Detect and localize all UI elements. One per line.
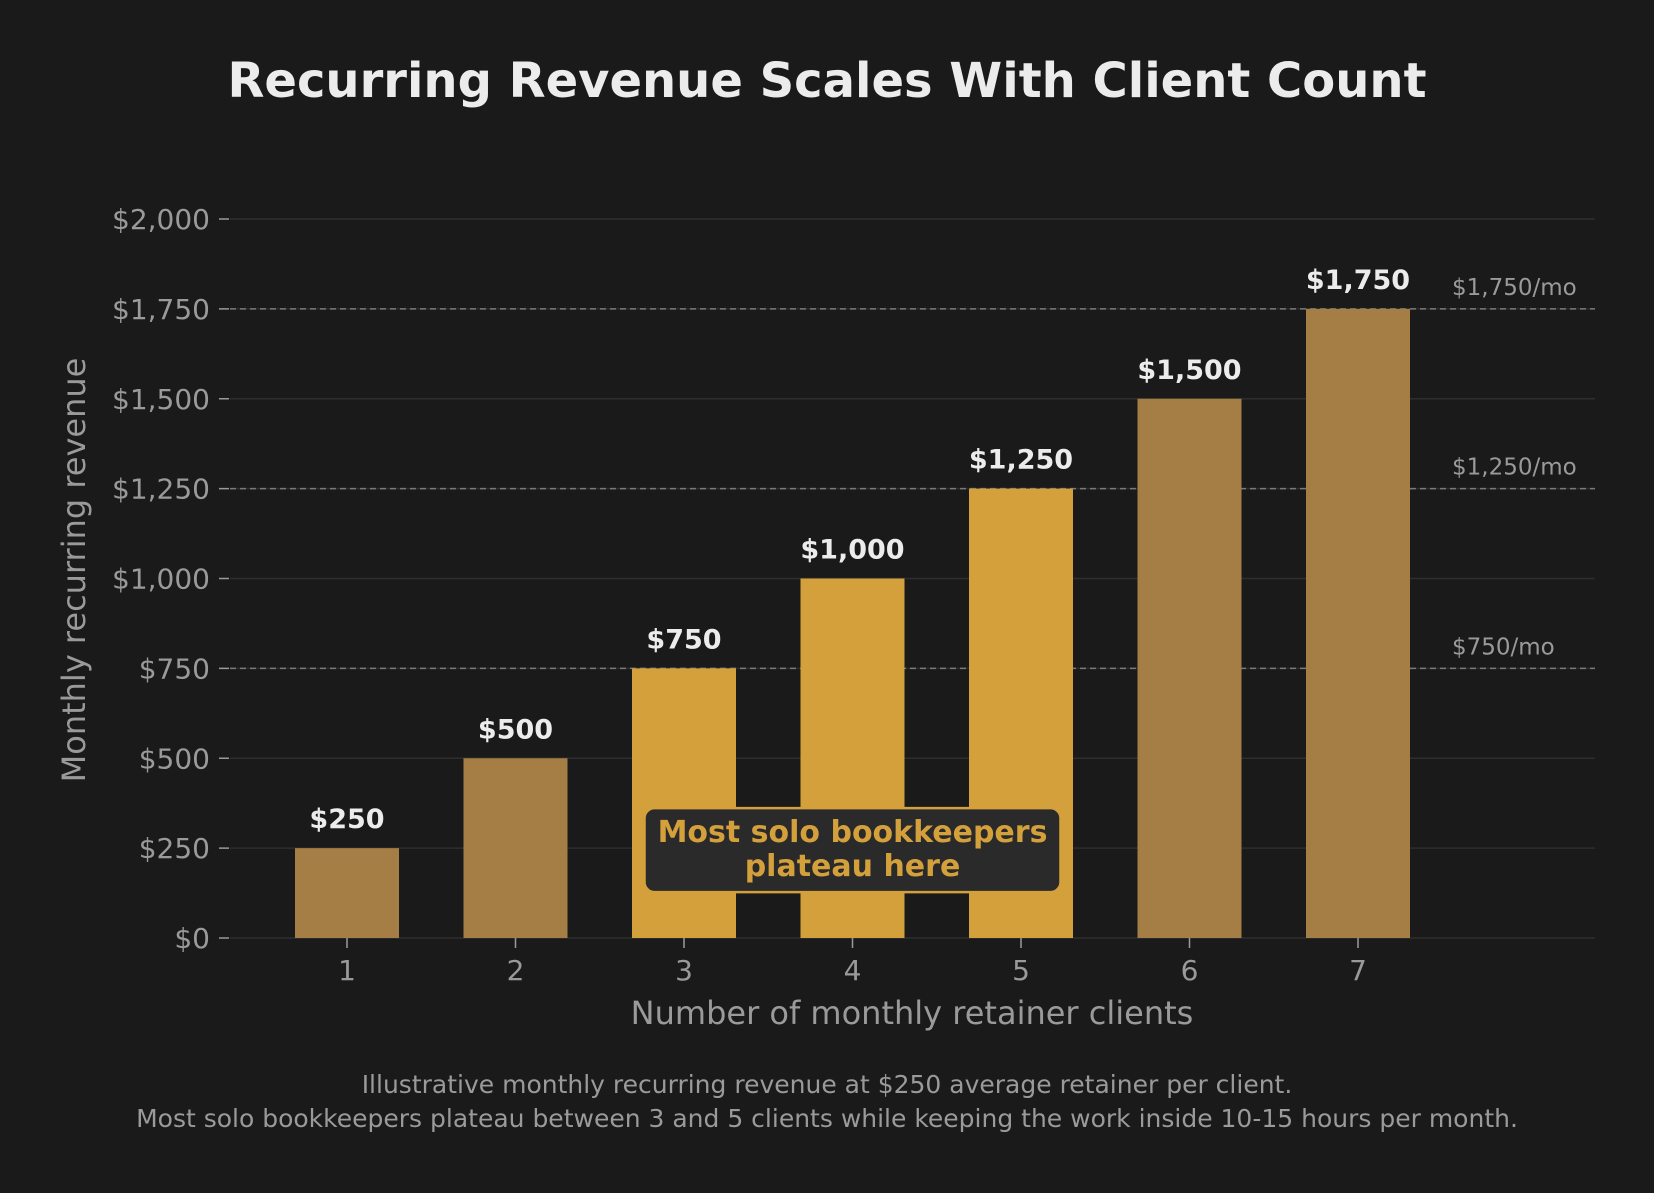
x-axis-label: Number of monthly retainer clients [631, 994, 1194, 1032]
y-tick-label-2: $500 [139, 742, 210, 775]
bar-7 [1306, 308, 1410, 938]
x-tick-label-6: 7 [1349, 954, 1367, 987]
footnote-line-2: Most solo bookkeepers plateau between 3 … [136, 1104, 1518, 1133]
y-tick-label-8: $2,000 [112, 203, 210, 236]
reference-line-label-2: $1,750/mo [1452, 275, 1577, 301]
reference-lines: $750/mo $1,250/mo $1,750/mo [230, 275, 1595, 670]
y-tick-label-0: $0 [174, 922, 210, 955]
x-tick-label-0: 1 [338, 954, 356, 987]
y-axis-ticks: $0 $250 $500 $750 $1,000 $1,250 $1,500 $1,750 $2… [112, 203, 229, 955]
value-label-1: $250 [309, 804, 384, 835]
y-tick-label-6: $1,500 [112, 383, 210, 416]
value-label-6: $1,500 [1137, 355, 1241, 386]
bar-2 [463, 758, 568, 938]
x-tick-label-3: 4 [844, 954, 862, 987]
y-tick-label-7: $1,750 [112, 293, 210, 326]
y-tick-label-3: $750 [139, 652, 210, 685]
x-tick-label-2: 3 [675, 954, 693, 987]
value-labels: $250 $500 $750 $1,000 $1,250 $1,500 $1,750 [309, 265, 1410, 835]
annotation-text-line-2: plateau here [745, 849, 961, 884]
annotation-box [643, 806, 1062, 894]
y-axis-label: Monthly recurring revenue [55, 358, 93, 783]
value-label-7: $1,750 [1306, 265, 1410, 296]
annotation-text-line-1: Most solo bookkeepers [658, 815, 1048, 850]
bar-6 [1137, 398, 1242, 938]
y-tick-label-4: $1,000 [112, 563, 210, 596]
y-tick-label-1: $250 [139, 832, 210, 865]
value-label-3: $750 [646, 624, 721, 655]
x-axis-ticks: 1 2 3 4 5 6 7 [338, 938, 1367, 987]
bar-1 [295, 848, 399, 938]
value-label-5: $1,250 [969, 445, 1073, 476]
value-label-2: $500 [478, 714, 553, 745]
reference-line-label-0: $750/mo [1452, 634, 1555, 660]
bar-3 [632, 668, 736, 938]
chart-title: Recurring Revenue Scales With Client Cou… [227, 53, 1426, 109]
y-tick-label-5: $1,250 [112, 473, 210, 506]
value-label-4: $1,000 [800, 535, 904, 566]
x-tick-label-4: 5 [1012, 954, 1030, 987]
x-tick-label-5: 6 [1181, 954, 1199, 987]
reference-line-label-1: $1,250/mo [1452, 455, 1577, 481]
x-tick-label-1: 2 [507, 954, 525, 987]
footnote-line-1: Illustrative monthly recurring revenue a… [362, 1070, 1293, 1099]
